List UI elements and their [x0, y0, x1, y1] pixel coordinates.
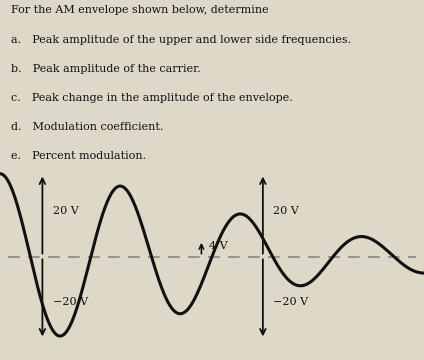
Text: For the AM envelope shown below, determine: For the AM envelope shown below, determi… [11, 5, 268, 15]
Text: c. Peak change in the amplitude of the envelope.: c. Peak change in the amplitude of the e… [11, 93, 293, 103]
Text: 20 V: 20 V [53, 206, 79, 216]
Text: −20 V: −20 V [53, 297, 88, 307]
Text: b. Peak amplitude of the carrier.: b. Peak amplitude of the carrier. [11, 64, 201, 74]
Text: 20 V: 20 V [273, 206, 299, 216]
Text: e. Percent modulation.: e. Percent modulation. [11, 150, 146, 161]
Text: a. Peak amplitude of the upper and lower side frequencies.: a. Peak amplitude of the upper and lower… [11, 35, 351, 45]
Text: −20 V: −20 V [273, 297, 309, 307]
Text: 4 V: 4 V [209, 241, 228, 251]
Text: d. Modulation coefficient.: d. Modulation coefficient. [11, 122, 163, 132]
